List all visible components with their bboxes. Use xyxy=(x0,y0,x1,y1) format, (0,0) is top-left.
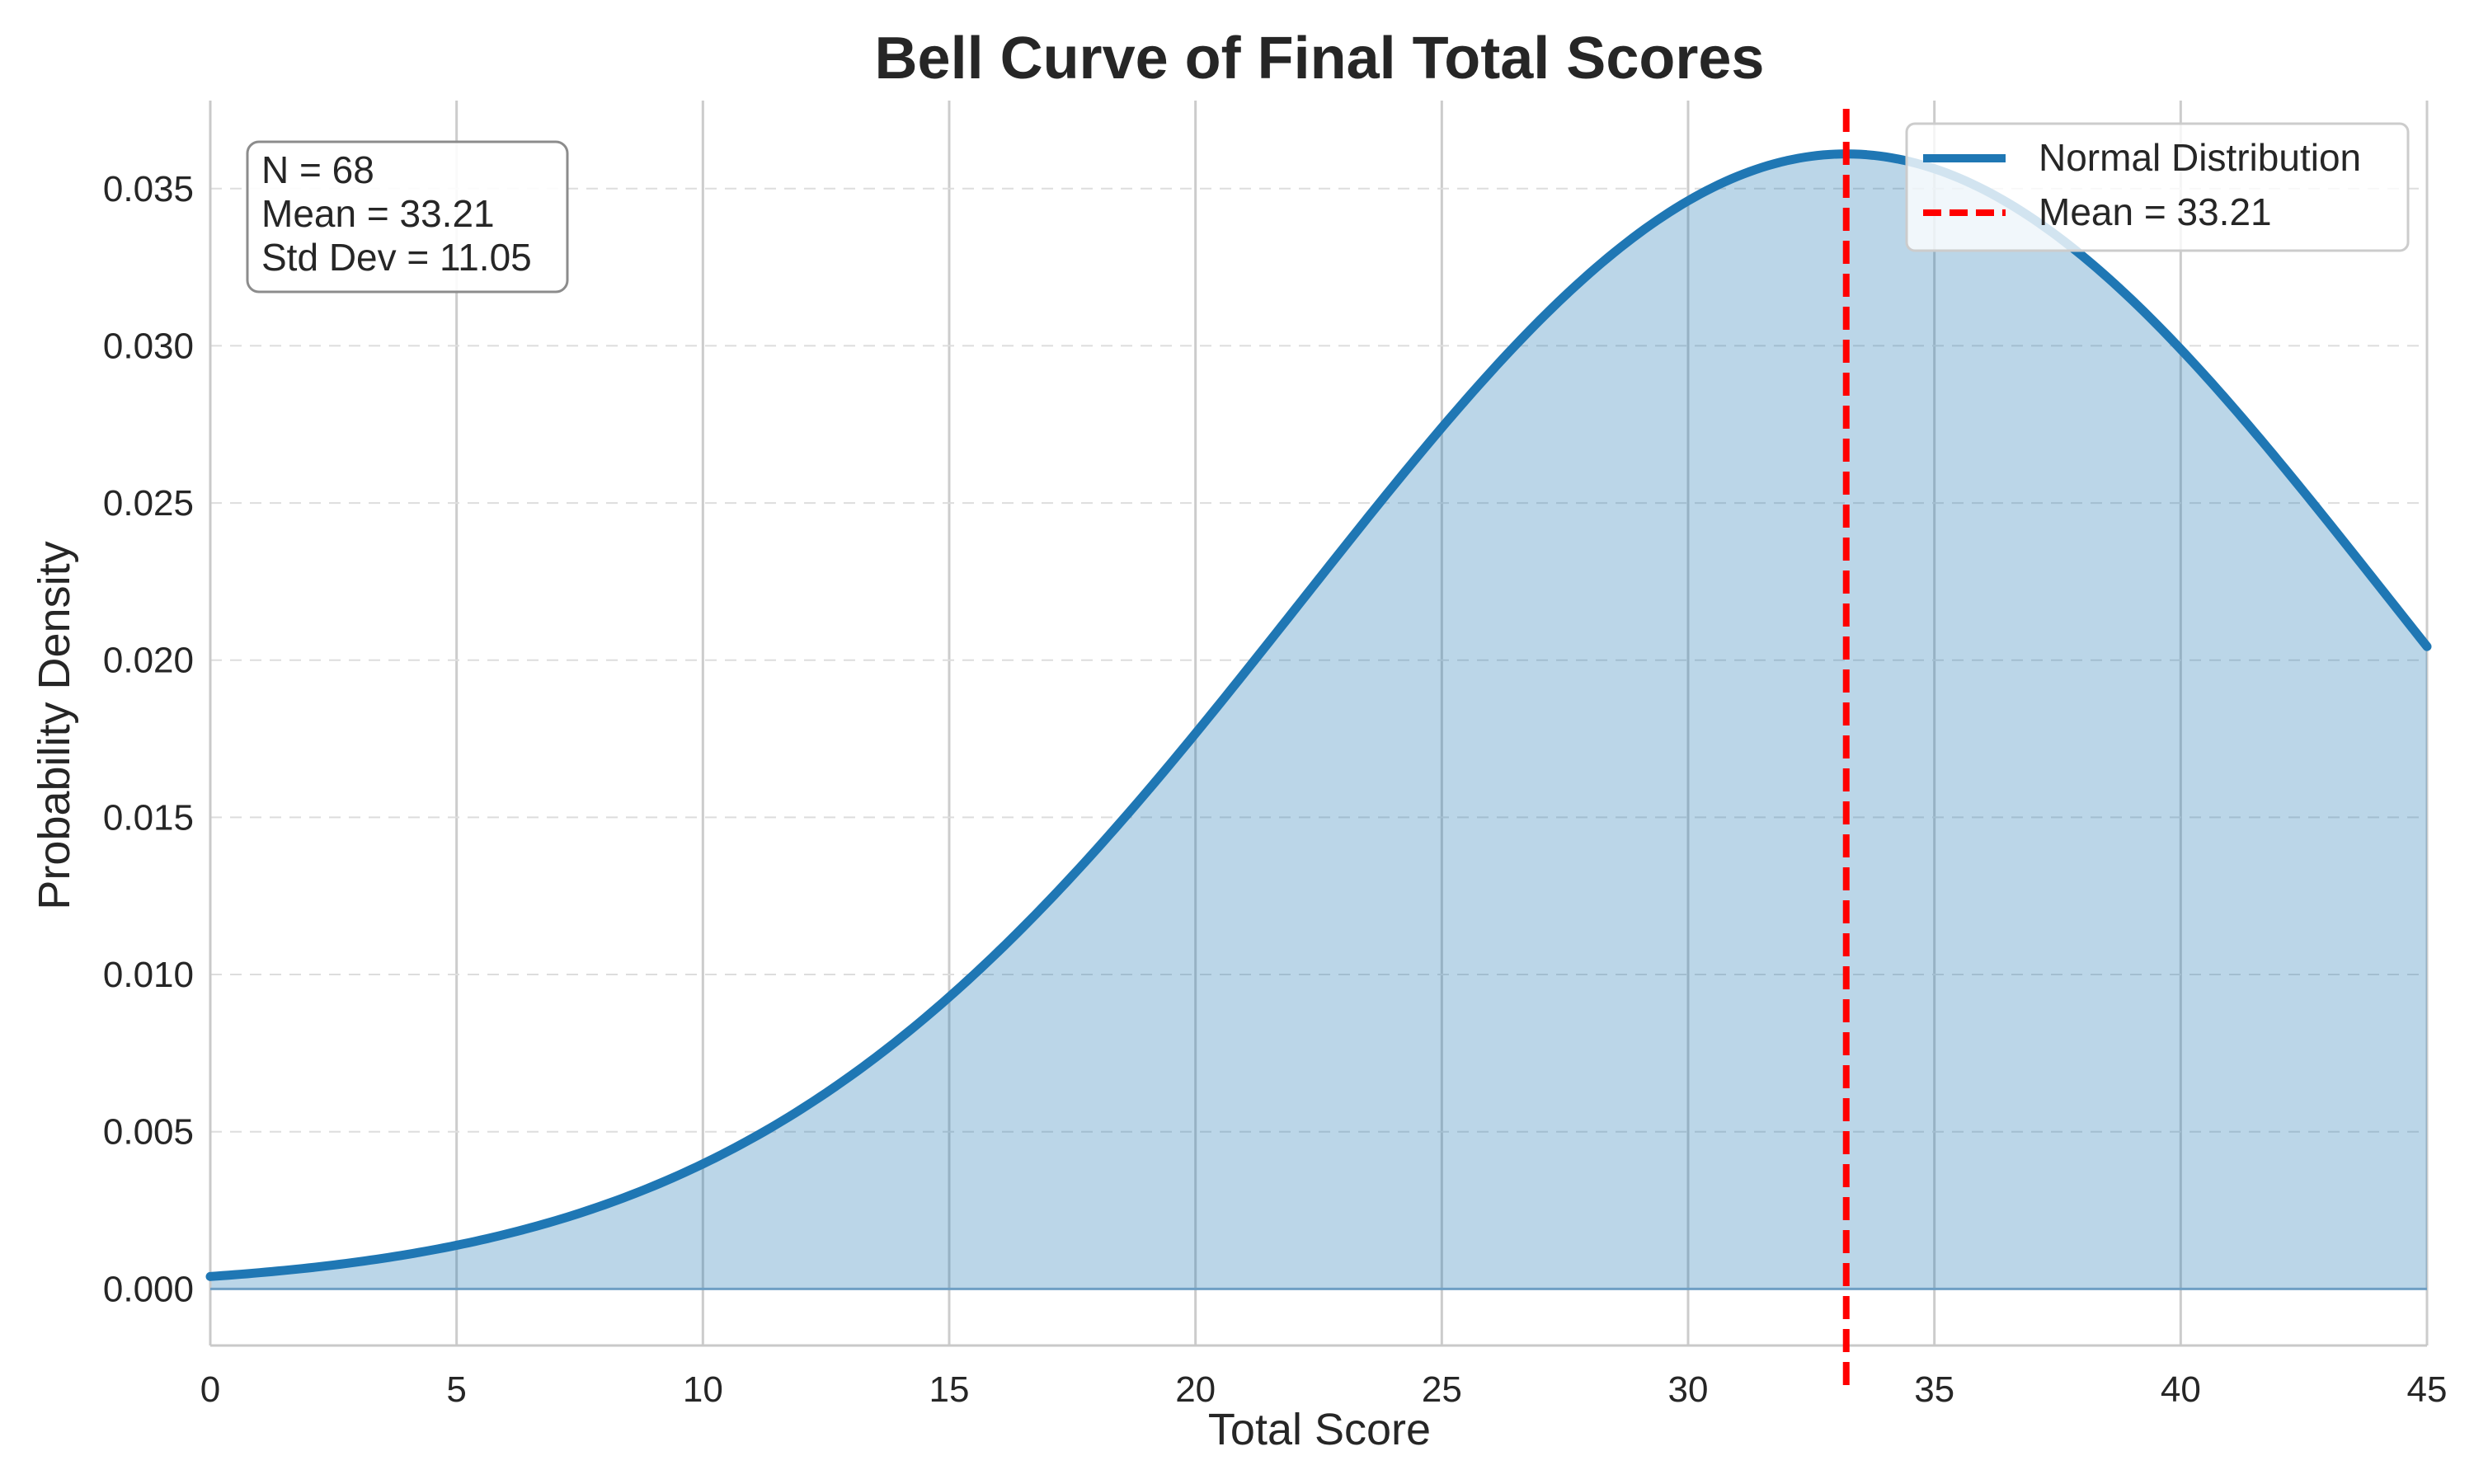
x-tick-label: 30 xyxy=(1668,1369,1709,1410)
x-tick-label: 25 xyxy=(1422,1369,1462,1410)
stats-mean: Mean = 33.21 xyxy=(261,192,495,235)
x-tick-label: 35 xyxy=(1914,1369,1954,1410)
y-tick-label: 0.015 xyxy=(103,797,194,838)
fill-layer xyxy=(210,153,2427,1289)
legend-frame xyxy=(1905,122,2410,252)
legend-label-normal-distribution: Normal Distribution xyxy=(2039,136,2361,179)
x-tick-label: 5 xyxy=(446,1369,466,1410)
stats-box: N = 68 Mean = 33.21 Std Dev = 11.05 xyxy=(246,140,569,294)
stats-n: N = 68 xyxy=(261,148,374,191)
grid-layer xyxy=(210,101,2429,1345)
y-tick-label: 0.005 xyxy=(103,1112,194,1153)
normal-distribution-area xyxy=(210,153,2427,1289)
axes-layer xyxy=(209,101,2427,1347)
x-tick-label: 45 xyxy=(2407,1369,2448,1410)
legend-label-mean: Mean = 33.21 xyxy=(2039,190,2272,233)
x-tick-label: 15 xyxy=(929,1369,970,1410)
y-axis-label: Probability Density xyxy=(30,541,79,909)
x-tick-label: 0 xyxy=(200,1369,220,1410)
chart-title: Bell Curve of Final Total Scores xyxy=(875,26,1765,92)
tick-layer: 0 5 10 15 20 25 30 35 40 45 0.000 0.005 0.010 0.015 0.… xyxy=(103,169,2448,1410)
legend: Normal Distribution Mean = 33.21 xyxy=(1905,122,2410,252)
y-tick-label: 0.010 xyxy=(103,955,194,995)
x-tick-label: 20 xyxy=(1175,1369,1216,1410)
y-tick-label: 0.035 xyxy=(103,169,194,209)
y-tick-label: 0.020 xyxy=(103,641,194,681)
x-tick-label: 40 xyxy=(2161,1369,2201,1410)
stats-std: Std Dev = 11.05 xyxy=(261,236,532,279)
y-tick-label: 0.000 xyxy=(103,1269,194,1309)
x-axis-label: Total Score xyxy=(1208,1405,1431,1454)
y-tick-label: 0.030 xyxy=(103,326,194,366)
stats-box-frame xyxy=(246,140,569,294)
x-tick-label: 10 xyxy=(683,1369,723,1410)
y-tick-label: 0.025 xyxy=(103,483,194,524)
